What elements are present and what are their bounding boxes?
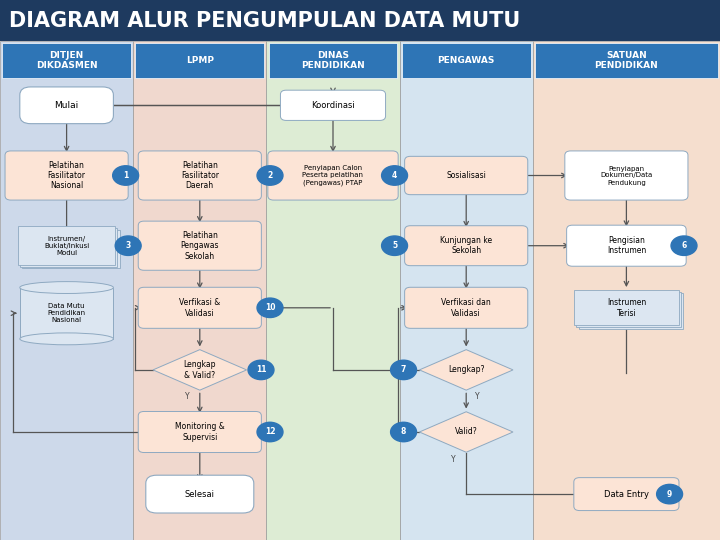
Text: 10: 10 <box>265 303 275 312</box>
Bar <box>19 287 114 339</box>
Bar <box>135 43 264 78</box>
Circle shape <box>657 484 683 504</box>
Bar <box>22 230 120 268</box>
FancyBboxPatch shape <box>405 156 528 194</box>
Polygon shape <box>153 350 246 390</box>
FancyBboxPatch shape <box>145 475 253 513</box>
FancyBboxPatch shape <box>405 226 528 266</box>
Text: Data Mutu
Pendidikan
Nasional: Data Mutu Pendidikan Nasional <box>48 303 86 323</box>
Text: 12: 12 <box>265 428 275 436</box>
Bar <box>266 40 400 540</box>
Text: Pelatihan
Pengawas
Sekolah: Pelatihan Pengawas Sekolah <box>181 231 219 261</box>
Text: Y: Y <box>184 393 189 401</box>
Text: DITJEN
DIKDASMEN: DITJEN DIKDASMEN <box>36 51 97 70</box>
Text: -: - <box>405 418 408 427</box>
Text: Pelatihan
Fasilitator
Daerah: Pelatihan Fasilitator Daerah <box>181 160 219 191</box>
FancyBboxPatch shape <box>574 477 679 511</box>
Text: -: - <box>397 357 399 366</box>
Text: Penyiapan Calon
Peserta pelatihan
(Pengawas) PTAP: Penyiapan Calon Peserta pelatihan (Penga… <box>302 165 364 186</box>
Text: 4: 4 <box>392 171 397 180</box>
FancyBboxPatch shape <box>138 287 261 328</box>
Text: DIAGRAM ALUR PENGUMPULAN DATA MUTU: DIAGRAM ALUR PENGUMPULAN DATA MUTU <box>9 10 520 31</box>
Text: Monitoring &
Supervisi: Monitoring & Supervisi <box>175 422 225 442</box>
Polygon shape <box>419 411 513 453</box>
FancyBboxPatch shape <box>567 225 686 266</box>
Text: Koordinasi: Koordinasi <box>311 101 355 110</box>
FancyBboxPatch shape <box>138 221 261 270</box>
Text: 11: 11 <box>256 366 266 374</box>
Ellipse shape <box>19 282 114 294</box>
FancyBboxPatch shape <box>138 411 261 453</box>
Text: Selesai: Selesai <box>185 490 215 498</box>
Bar <box>20 228 117 267</box>
Circle shape <box>257 422 283 442</box>
Text: Sosialisasi: Sosialisasi <box>446 171 486 180</box>
Text: 9: 9 <box>667 490 672 498</box>
Text: 1: 1 <box>123 171 128 180</box>
Circle shape <box>257 166 283 185</box>
Text: Pelatihan
Fasilitator
Nasional: Pelatihan Fasilitator Nasional <box>48 160 86 191</box>
Text: Lengkap
& Valid?: Lengkap & Valid? <box>184 360 216 380</box>
Text: 8: 8 <box>401 428 406 436</box>
Text: Kunjungan ke
Sekolah: Kunjungan ke Sekolah <box>440 236 492 255</box>
Text: Lengkap?: Lengkap? <box>448 366 485 374</box>
Text: Instrumen/
Buklat/Inkusi
Modul: Instrumen/ Buklat/Inkusi Modul <box>44 235 89 256</box>
Text: LPMP: LPMP <box>186 56 214 65</box>
Circle shape <box>391 360 416 380</box>
Text: 2: 2 <box>267 171 273 180</box>
Text: Valid?: Valid? <box>455 428 477 436</box>
FancyBboxPatch shape <box>5 151 128 200</box>
Circle shape <box>257 298 283 318</box>
Text: Y: Y <box>451 455 456 463</box>
Bar <box>579 294 683 328</box>
Bar <box>0 40 133 540</box>
Bar <box>575 291 679 325</box>
Circle shape <box>248 360 274 380</box>
FancyBboxPatch shape <box>405 287 528 328</box>
Text: PENGAWAS: PENGAWAS <box>438 56 495 65</box>
Text: 6: 6 <box>681 241 687 250</box>
Bar <box>0 0 720 40</box>
Text: Mulai: Mulai <box>55 101 78 110</box>
FancyBboxPatch shape <box>138 151 261 200</box>
Text: 7: 7 <box>401 366 406 374</box>
Text: DINAS
PENDIDIKAN: DINAS PENDIDIKAN <box>301 51 365 70</box>
Circle shape <box>382 166 408 185</box>
Circle shape <box>391 422 416 442</box>
FancyBboxPatch shape <box>281 90 386 120</box>
Bar <box>533 40 720 540</box>
Ellipse shape <box>19 333 114 345</box>
Bar <box>269 43 397 78</box>
Text: SATUAN
PENDIDIKAN: SATUAN PENDIDIKAN <box>595 51 658 70</box>
FancyBboxPatch shape <box>19 87 114 124</box>
Circle shape <box>112 166 139 185</box>
Bar <box>133 40 266 540</box>
Polygon shape <box>419 350 513 390</box>
Bar <box>535 43 718 78</box>
Text: Instrumen
Terisi: Instrumen Terisi <box>607 298 646 318</box>
Bar <box>18 226 115 265</box>
Text: Pengisian
Instrumen: Pengisian Instrumen <box>607 236 646 255</box>
Circle shape <box>115 236 141 255</box>
Bar <box>400 40 533 540</box>
Bar <box>402 43 531 78</box>
Circle shape <box>382 236 408 255</box>
Bar <box>2 43 131 78</box>
Text: Y: Y <box>474 393 480 401</box>
Circle shape <box>671 236 697 255</box>
Bar <box>577 292 681 327</box>
Text: Data Entry: Data Entry <box>604 490 649 498</box>
Text: Penyiapan
Dokumen/Data
Pendukung: Penyiapan Dokumen/Data Pendukung <box>600 165 652 186</box>
Text: Verfikasi &
Validasi: Verfikasi & Validasi <box>179 298 220 318</box>
FancyBboxPatch shape <box>268 151 398 200</box>
FancyBboxPatch shape <box>565 151 688 200</box>
Text: 5: 5 <box>392 241 397 250</box>
Text: 3: 3 <box>125 241 131 250</box>
Text: Verfikasi dan
Validasi: Verfikasi dan Validasi <box>441 298 491 318</box>
